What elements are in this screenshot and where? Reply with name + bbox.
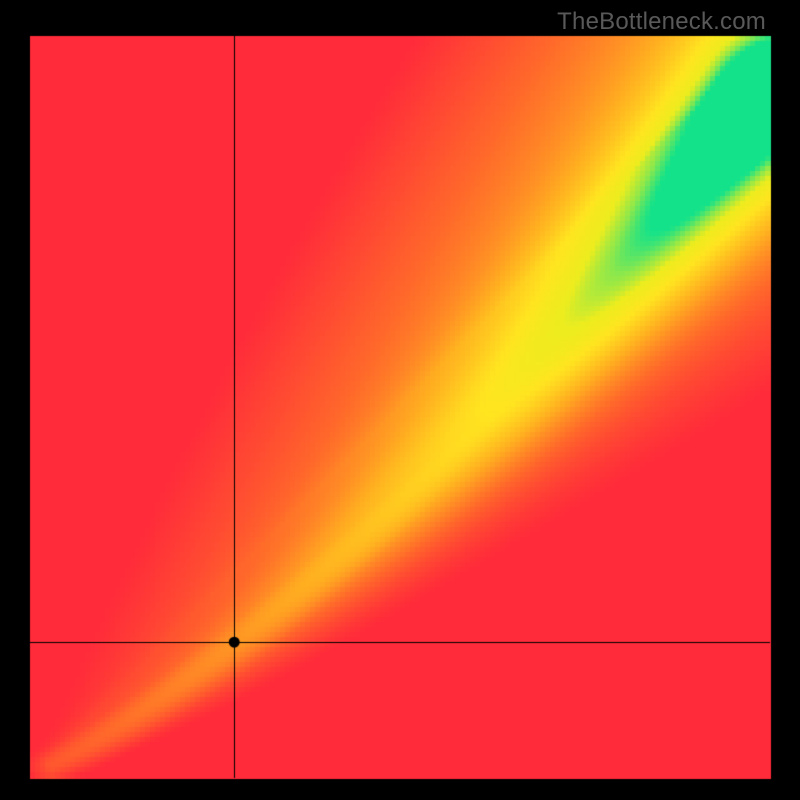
chart-container: TheBottleneck.com [0,0,800,800]
bottleneck-heatmap-canvas [0,0,800,800]
watermark-text: TheBottleneck.com [557,8,766,36]
